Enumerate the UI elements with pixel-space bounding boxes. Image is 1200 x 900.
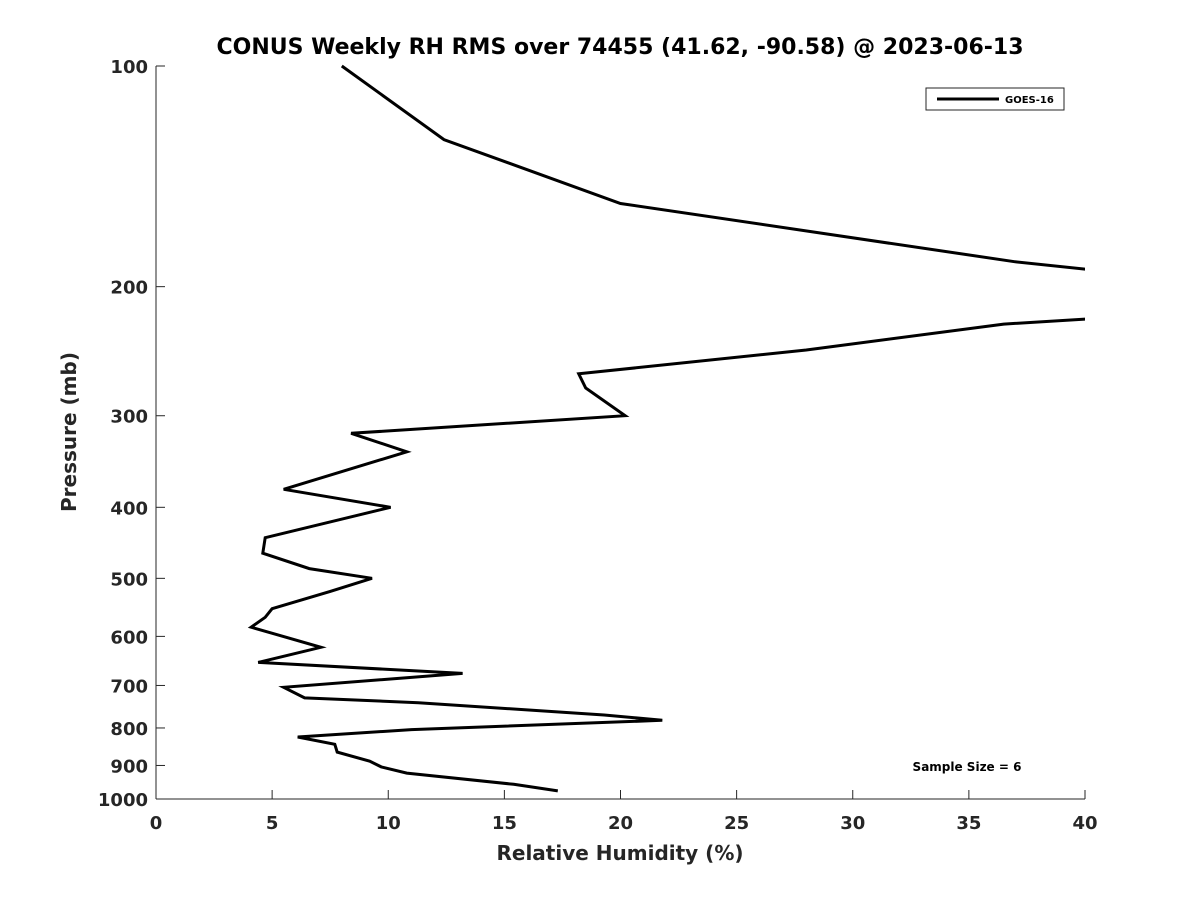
x-tick-label: 15: [492, 813, 517, 834]
series-line-goes-16: [247, 317, 1085, 793]
y-axis-title: Pressure (mb): [57, 352, 81, 512]
x-axis-ticks: 0 5 10 15 20 25 30 35 40: [150, 790, 1098, 834]
x-tick-label: 25: [724, 813, 749, 834]
chart-title: CONUS Weekly RH RMS over 74455 (41.62, -…: [216, 35, 1023, 60]
y-tick-label: 200: [110, 278, 148, 299]
x-tick-label: 10: [376, 813, 401, 834]
legend: GOES-16: [925, 87, 1065, 111]
y-axis-ticks: 100 200 300 400 500 600 700 800 900 1000: [98, 57, 165, 811]
series-line-goes-16: [340, 64, 1085, 271]
y-tick-label: 800: [110, 719, 148, 740]
x-tick-label: 0: [150, 813, 163, 834]
plot-area: 0 5 10 15 20 25 30 35 40 100 200 300 400 500 600 700 80…: [98, 57, 1098, 834]
x-tick-label: 5: [266, 813, 279, 834]
legend-label-goes-16: GOES-16: [1005, 95, 1054, 106]
x-tick-label: 20: [608, 813, 633, 834]
y-tick-label: 500: [110, 569, 148, 590]
x-tick-label: 40: [1072, 813, 1097, 834]
x-axis-title: Relative Humidity (%): [496, 841, 743, 865]
y-tick-label: 700: [110, 676, 148, 697]
x-tick-label: 30: [840, 813, 865, 834]
y-tick-label: 400: [110, 498, 148, 519]
sample-size-annotation: Sample Size = 6: [913, 760, 1022, 774]
series-layer: [247, 64, 1085, 793]
y-tick-label: 900: [110, 756, 148, 777]
y-tick-label: 300: [110, 407, 148, 428]
x-tick-label: 35: [956, 813, 981, 834]
y-tick-label: 1000: [98, 790, 148, 811]
y-tick-label: 600: [110, 627, 148, 648]
y-tick-label: 100: [110, 57, 148, 78]
